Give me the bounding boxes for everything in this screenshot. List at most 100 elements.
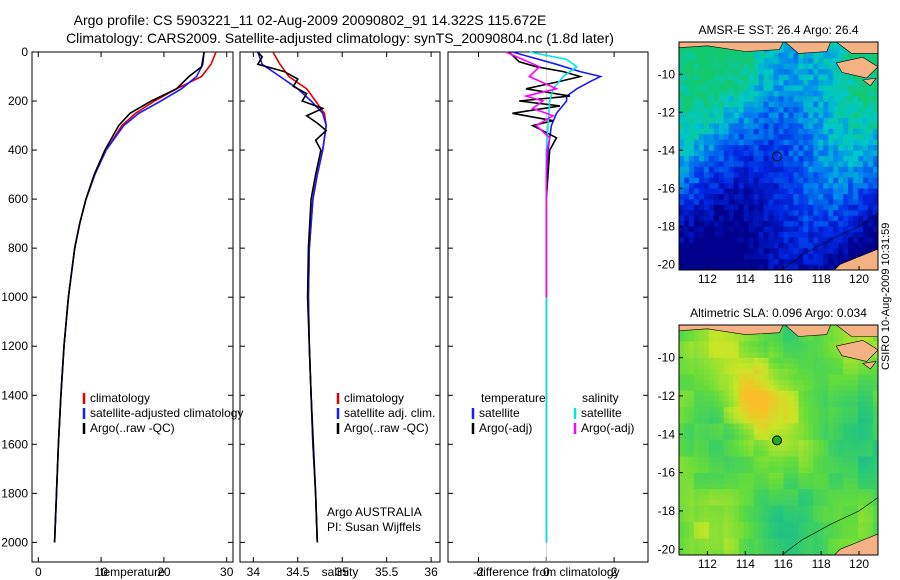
map-cell [828, 194, 834, 201]
map-cell [723, 461, 730, 468]
map-cell [733, 412, 740, 419]
map-cell [748, 172, 755, 179]
map-cell [733, 483, 740, 490]
map-cell [863, 396, 869, 403]
map-cell [758, 112, 765, 119]
map-cell [763, 161, 770, 168]
map-cell [723, 183, 730, 190]
map-cell [843, 489, 849, 496]
map-cell [783, 248, 790, 255]
map-cell [858, 204, 864, 211]
map-cell [698, 412, 705, 419]
map-cell [728, 85, 735, 92]
map-cell [728, 264, 735, 270]
map-cell [708, 522, 715, 529]
map-cell [708, 483, 715, 490]
map-cell [703, 150, 710, 157]
map-cell [783, 434, 790, 441]
map-cell [793, 232, 799, 239]
map-cell [828, 368, 834, 375]
map-cell [788, 527, 795, 534]
map-cell [793, 335, 799, 343]
map-cell [863, 445, 869, 452]
map-cell [843, 242, 849, 249]
map-cell [773, 335, 780, 343]
map-cell [753, 472, 760, 479]
map-cell [823, 544, 829, 551]
map-cell [798, 440, 804, 447]
map-cell [679, 204, 685, 211]
map-cell [803, 549, 809, 555]
map-cell [853, 412, 859, 419]
map-cell [773, 237, 780, 244]
map-cell [778, 467, 785, 474]
map-cell [728, 456, 735, 463]
map-cell [808, 156, 814, 163]
map-cell [783, 107, 790, 114]
map-cell [808, 232, 814, 239]
map-cell [788, 538, 795, 545]
map-cell [679, 390, 685, 397]
map-cell [728, 52, 735, 59]
map-cell [863, 172, 869, 179]
map-cell [728, 379, 735, 386]
map-cell [803, 522, 809, 529]
map-cell [743, 379, 750, 386]
map-cell [718, 533, 725, 540]
map-cell [758, 128, 765, 135]
map-cell [783, 161, 790, 168]
map-cell [728, 450, 735, 458]
map-cell [858, 505, 864, 512]
map-cell [783, 183, 790, 190]
map-cell [843, 379, 849, 386]
map-cell [808, 123, 814, 130]
map-cell [793, 134, 799, 141]
map-cell [873, 472, 878, 479]
map-cell [813, 374, 819, 381]
map-cell [723, 188, 730, 195]
map-cell [828, 237, 834, 244]
map-cell [783, 242, 790, 249]
map-cell [788, 264, 795, 270]
map-cell [873, 118, 878, 125]
map-cell [778, 107, 785, 114]
map-cell [679, 533, 685, 540]
map-cell [823, 396, 829, 403]
map-cell [738, 368, 745, 375]
map-cell [748, 429, 755, 436]
map-cell [688, 445, 695, 452]
map-cell [798, 242, 804, 249]
map-cell [873, 139, 878, 146]
map-cell [708, 478, 715, 485]
map-cell [768, 478, 775, 485]
map-cell [753, 418, 760, 425]
map-cell [793, 440, 799, 447]
map-cell [798, 516, 804, 523]
map-cell [793, 511, 799, 518]
map-cell [858, 368, 864, 375]
map-cell [843, 210, 849, 217]
map-cell [713, 401, 720, 408]
map-cell [843, 112, 849, 119]
map-cell [843, 188, 849, 195]
map-cell [763, 150, 770, 157]
map-cell [703, 401, 710, 408]
map-cell [758, 96, 765, 103]
map-cell [723, 445, 730, 452]
map-cell [813, 434, 819, 441]
map-cell [818, 500, 824, 507]
map-cell [753, 232, 760, 239]
map-cell [798, 500, 804, 507]
map-cell [833, 210, 839, 217]
map-cell [713, 352, 720, 359]
map-cell [773, 478, 780, 485]
map-cell [778, 264, 785, 270]
map-cell [748, 390, 755, 397]
map-cell [743, 500, 750, 507]
map-cell [813, 156, 819, 163]
map-cell [693, 264, 700, 270]
map-cell [818, 379, 824, 386]
map-cell [753, 450, 760, 458]
map-cell [863, 533, 869, 540]
map-cell [763, 385, 770, 392]
